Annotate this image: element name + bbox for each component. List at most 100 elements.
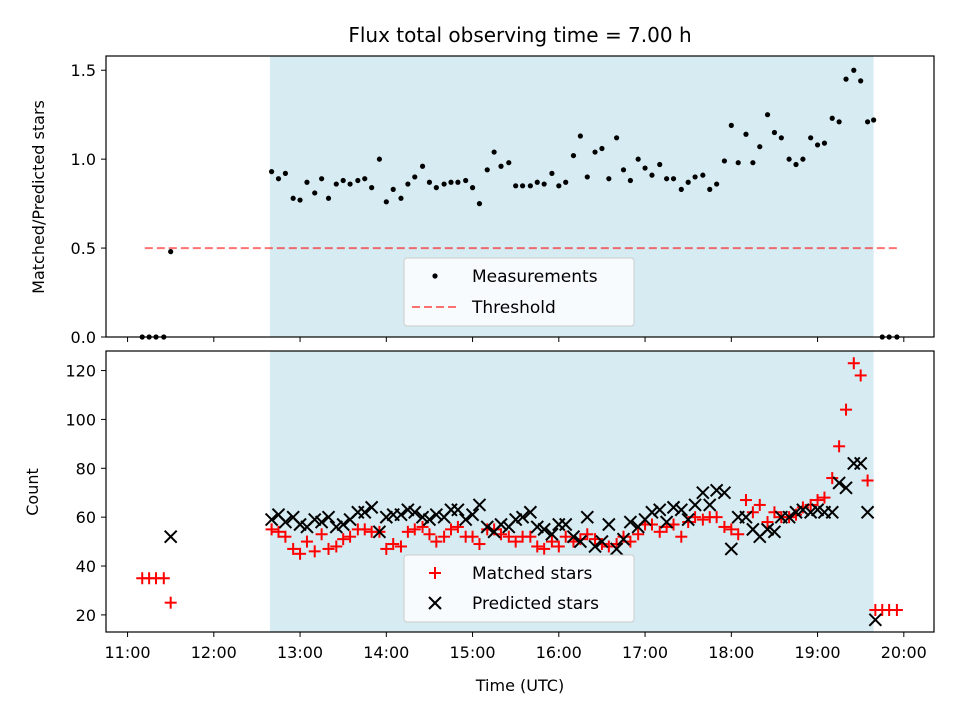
predicted-star-point bbox=[703, 498, 717, 512]
bottom-y-tick-label: 120 bbox=[65, 362, 96, 381]
bottom-y-tick-label: 100 bbox=[65, 410, 96, 429]
predicted-star-point bbox=[364, 500, 379, 515]
predicted-star-point bbox=[559, 517, 573, 532]
matched-star-point bbox=[653, 525, 666, 538]
measurement-point bbox=[282, 170, 288, 176]
x-tick-label: 18:00 bbox=[708, 643, 754, 662]
measurement-point bbox=[764, 112, 771, 118]
matched-star-point bbox=[739, 494, 752, 507]
matched-star-point bbox=[445, 523, 457, 536]
measurement-point bbox=[714, 181, 720, 187]
matched-star-point bbox=[538, 542, 551, 555]
predicted-star-point bbox=[653, 503, 667, 517]
legend-predicted-label: Predicted stars bbox=[472, 594, 599, 614]
matched-star-point bbox=[768, 506, 781, 519]
top-panel: Matched/Predicted stars Measurements Thr… bbox=[29, 55, 935, 340]
predicted-star-point bbox=[688, 498, 702, 512]
measurement-point bbox=[405, 181, 411, 187]
matched-star-point bbox=[438, 530, 451, 543]
legend-matched-marker bbox=[429, 567, 441, 579]
matched-star-point bbox=[265, 523, 278, 536]
measurement-point bbox=[319, 176, 325, 182]
matched-star-point bbox=[732, 528, 745, 541]
measurement-point bbox=[642, 165, 648, 171]
matched-star-point bbox=[581, 528, 594, 541]
predicted-star-point bbox=[321, 510, 336, 524]
measurement-point bbox=[556, 183, 562, 189]
matched-star-point bbox=[322, 542, 335, 555]
predicted-star-point bbox=[767, 525, 782, 539]
predicted-star-point bbox=[573, 534, 588, 549]
measurement-point bbox=[871, 117, 877, 123]
matched-star-point bbox=[315, 528, 328, 541]
predicted-star-point bbox=[739, 510, 753, 524]
measurement-point bbox=[635, 156, 641, 162]
measurement-point bbox=[728, 122, 734, 128]
measurement-point bbox=[541, 181, 547, 187]
x-tick-label: 16:00 bbox=[536, 643, 582, 662]
predicted-star-point bbox=[724, 542, 739, 556]
measurement-point bbox=[433, 185, 439, 191]
measurement-point bbox=[664, 176, 670, 182]
matched-star-point bbox=[746, 506, 759, 519]
measurement-point bbox=[620, 167, 627, 173]
measurement-point bbox=[527, 183, 533, 189]
measurement-point bbox=[570, 152, 577, 159]
matched-star-point bbox=[826, 472, 839, 485]
measurement-point bbox=[390, 186, 396, 192]
matched-star-point bbox=[423, 528, 436, 541]
predicted-star-point bbox=[515, 510, 530, 524]
matched-star-point bbox=[430, 535, 443, 548]
measurement-point bbox=[412, 174, 418, 180]
predicted-star-point bbox=[681, 512, 695, 527]
predicted-star-point bbox=[278, 515, 293, 529]
bottom-legend-box bbox=[403, 554, 635, 623]
measurement-point bbox=[362, 176, 368, 182]
measurement-point bbox=[340, 177, 346, 184]
measurement-point bbox=[707, 186, 713, 192]
matched-star-point bbox=[308, 545, 321, 558]
x-tick-label: 15:00 bbox=[450, 643, 496, 662]
x-tick-label: 14:00 bbox=[363, 643, 409, 662]
measurement-point bbox=[692, 174, 698, 180]
predicted-star-point bbox=[717, 486, 732, 500]
matched-star-point bbox=[416, 520, 429, 533]
measurement-point bbox=[506, 160, 512, 166]
predicted-star-point bbox=[465, 508, 480, 522]
measurement-point bbox=[312, 190, 318, 196]
bottom-y-tick-label: 80 bbox=[76, 459, 96, 478]
measurement-point bbox=[333, 181, 339, 187]
predicted-star-point bbox=[472, 498, 487, 512]
predicted-star-point bbox=[545, 527, 559, 541]
measurement-point bbox=[476, 201, 483, 207]
measurement-point bbox=[448, 179, 454, 185]
measurement-point bbox=[649, 172, 655, 178]
measurement-point bbox=[721, 158, 728, 164]
measurement-point bbox=[771, 129, 778, 136]
x-tick-label: 20:00 bbox=[881, 643, 927, 662]
measurement-point bbox=[419, 163, 426, 169]
predicted-star-point bbox=[860, 505, 875, 519]
top-y-axis-label: Matched/Predicted stars bbox=[29, 100, 48, 294]
matched-star-point bbox=[473, 538, 486, 551]
bottom-y-tick-label: 40 bbox=[76, 557, 96, 576]
bottom-y-tick-label: 20 bbox=[76, 606, 96, 625]
matched-star-point bbox=[408, 523, 421, 536]
predicted-star-point bbox=[358, 505, 372, 519]
predicted-star-point bbox=[537, 522, 551, 537]
measurement-point bbox=[606, 176, 612, 182]
matched-star-point bbox=[645, 518, 658, 531]
matched-star-point bbox=[380, 542, 393, 555]
matched-star-point bbox=[682, 516, 695, 529]
x-tick-label: 11:00 bbox=[105, 643, 151, 662]
measurement-point bbox=[304, 179, 310, 185]
predicted-star-point bbox=[825, 505, 839, 519]
measurement-point bbox=[269, 169, 275, 175]
measurement-point bbox=[670, 176, 677, 182]
matched-star-point bbox=[164, 596, 177, 609]
matched-star-point bbox=[847, 357, 860, 370]
legend-measurements-marker bbox=[432, 273, 438, 279]
predicted-star-point bbox=[580, 510, 594, 524]
measurement-point bbox=[513, 183, 519, 189]
